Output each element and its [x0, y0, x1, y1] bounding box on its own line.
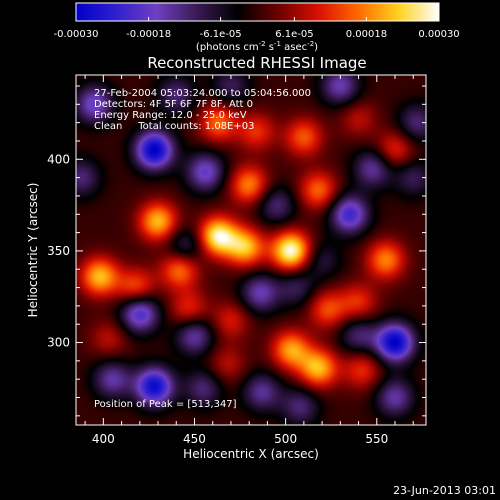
colorbar-tick-label: -0.00018 — [126, 29, 171, 40]
x-tick-label: 400 — [92, 432, 115, 446]
units-sup-3: -2 — [307, 40, 314, 48]
heatmap-container — [76, 75, 426, 425]
colorbar-units: (photons cm-2 s-1 asec-2) — [196, 40, 318, 53]
colorbar: -0.00030 -0.00018 -6.1e-05 6.1e-05 0.00018 0.… — [54, 2, 460, 53]
y-tick-label: 300 — [47, 336, 70, 350]
x-axis-label: Heliocentric X (arcsec) — [183, 447, 319, 461]
units-sup-1: -2 — [259, 40, 266, 48]
colorbar-tick-label: 0.00018 — [346, 29, 387, 40]
x-axis: 400 450 500 550 — [84, 75, 414, 446]
y-axis-label: Heliocentric Y (arcsec) — [26, 183, 40, 318]
units-mid: s — [266, 42, 274, 53]
x-tick-label: 500 — [274, 432, 297, 446]
y-axis: 300 350 400 — [47, 85, 426, 417]
colorbar-tick-label: -0.00030 — [54, 29, 99, 40]
annotation-detectors: Detectors: 4F 5F 6F 7F 8F, Att 0 — [94, 99, 253, 110]
chart-title: Reconstructed RHESSI Image — [147, 54, 366, 72]
colorbar-tick-label: -6.1e-05 — [200, 29, 242, 40]
units-mid-2: asec — [281, 42, 307, 53]
annotation-energy-range: Energy Range: 12.0 - 25.0 keV — [94, 110, 247, 121]
colorbar-gradient — [75, 2, 440, 22]
annotation-time-range: 27-Feb-2004 05:03:24.000 to 05:04:56.000 — [94, 88, 311, 99]
colorbar-tick-label: 0.00030 — [418, 29, 459, 40]
annotation-block: 27-Feb-2004 05:03:24.000 to 05:04:56.000… — [94, 88, 311, 132]
units-suffix: ) — [314, 42, 318, 53]
colorbar-tick-label: 6.1e-05 — [275, 29, 313, 40]
x-tick-label: 550 — [365, 432, 388, 446]
footer-date: 23-Jun-2013 03:01 — [393, 484, 496, 497]
y-tick-label: 350 — [47, 244, 70, 258]
heatmap-canvas — [76, 75, 426, 425]
peak-position-label: Position of Peak = [513,347] — [94, 399, 237, 410]
units-sup-2: -1 — [274, 40, 281, 48]
x-tick-label: 450 — [183, 432, 206, 446]
annotation-clean-counts: Clean Total counts: 1.08E+03 — [94, 121, 254, 132]
units-prefix: (photons cm — [196, 42, 259, 53]
y-tick-label: 400 — [47, 152, 70, 166]
plot-frame — [75, 74, 427, 426]
colorbar-ticks: -0.00030 -0.00018 -6.1e-05 6.1e-05 0.00018 0.… — [54, 17, 460, 40]
